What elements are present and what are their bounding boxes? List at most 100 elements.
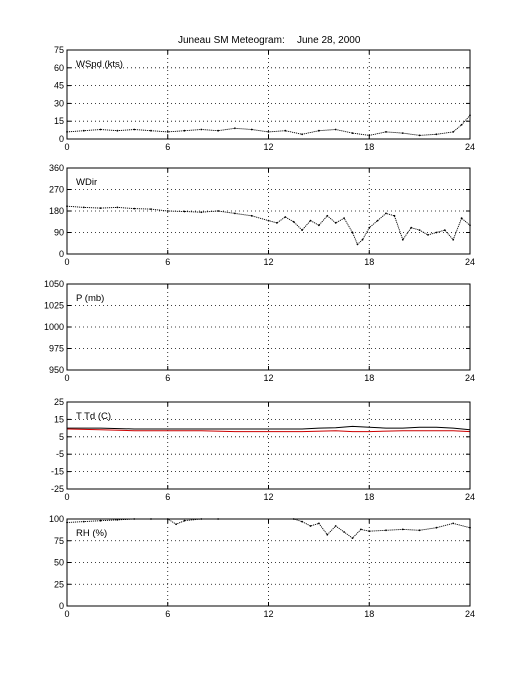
data-point-wspd [284,129,287,132]
y-tick-label: 270 [49,185,64,195]
x-tick-label: 0 [64,257,69,267]
data-point-rh [418,529,421,532]
x-tick-label: 18 [364,142,374,152]
x-tick-label: 12 [263,142,273,152]
data-point-wdir [116,206,119,209]
y-tick-label: 975 [49,344,64,354]
y-tick-label: 180 [49,206,64,216]
data-point-rh [82,520,85,523]
x-tick-label: 12 [263,257,273,267]
y-tick-label: -5 [56,449,64,459]
x-tick-label: 0 [64,609,69,619]
y-tick-label: -25 [51,484,64,494]
figure-title-left: Juneau SM Meteogram: [178,35,285,46]
x-tick-label: 18 [364,492,374,502]
data-point-wspd [200,128,203,131]
data-point-wspd [460,123,463,126]
data-point-wspd [150,129,152,132]
data-point-wspd [435,133,438,136]
data-point-wdir [276,222,278,224]
data-point-wdir [183,210,186,213]
data-point-wdir [376,219,379,222]
y-tick-label: 1050 [44,279,64,289]
x-tick-label: 0 [64,492,69,502]
y-tick-label: 15 [54,116,64,126]
data-point-wdir [267,219,270,222]
x-tick-label: 18 [364,373,374,383]
x-tick-label: 12 [263,373,273,383]
panel-label-pressure: P (mb) [76,293,104,304]
data-point-wdir [234,212,236,215]
data-point-wdir [452,238,455,241]
x-tick-label: 24 [465,492,475,502]
data-point-wdir [343,217,345,220]
data-point-wdir [435,231,438,234]
panel-label-rh: RH (%) [76,528,107,539]
data-point-wdir [401,238,404,241]
data-point-rh [301,520,303,523]
y-tick-label: 30 [54,98,64,108]
x-tick-label: 24 [465,373,475,383]
series-trace-wspd-0 [66,115,471,136]
panel-pressure: 950 975 1000 1025 1050 0 6 12 18 24 P (mb) [44,279,475,383]
data-point-wdir [334,222,337,224]
data-point-rh [99,519,102,522]
panel-label-wdir: WDir [76,177,97,188]
data-point-rh [343,531,345,533]
data-point-wdir [460,217,463,220]
x-tick-label: 0 [64,142,69,152]
y-tick-label: 45 [54,81,64,91]
x-tick-label: 6 [165,257,170,267]
data-point-rh [351,537,354,539]
data-point-wspd [267,131,270,133]
y-tick-label: 25 [54,579,64,589]
data-point-rh [309,525,312,527]
panel-wspd: 0 15 30 45 60 75 0 6 12 18 24 WSpd (kts) [54,45,475,152]
x-tick-label: 18 [364,609,374,619]
y-tick-label: 100 [49,514,64,524]
series-line-temp-dewpoint-1 [66,428,471,433]
data-point-wdir [250,214,253,217]
data-point-wdir [427,234,429,236]
data-point-wspd [418,134,421,137]
data-point-wdir [217,210,220,212]
data-point-wdir [418,229,421,232]
y-tick-label: 60 [54,63,64,73]
x-tick-label: 6 [165,492,170,502]
data-point-wdir [318,224,320,227]
data-point-wspd [351,132,354,135]
x-tick-label: 6 [165,609,170,619]
data-point-wdir [301,229,303,232]
y-tick-label: 360 [49,163,64,173]
panel-label-temp-dewpoint: T Td (C) [76,411,111,422]
x-tick-label: 0 [64,373,69,383]
y-tick-label: 1025 [44,301,64,311]
data-point-wspd [250,128,253,131]
x-tick-label: 6 [165,373,170,383]
data-point-wspd [301,133,303,136]
panel-rh: 0 25 50 75 100 0 6 12 18 24 RH (%) [49,514,475,619]
data-point-wdir [292,220,295,223]
y-tick-label: 90 [54,228,64,238]
data-point-rh [385,529,387,532]
data-point-wspd [99,128,102,131]
data-point-rh [326,533,329,536]
data-point-rh [183,519,186,522]
y-tick-label: 75 [54,536,64,546]
x-tick-label: 24 [465,609,475,619]
data-point-wdir [356,243,359,246]
data-point-rh [175,523,178,526]
x-tick-label: 24 [465,257,475,267]
data-point-wdir [309,219,312,222]
data-point-wdir [284,216,287,218]
x-tick-label: 6 [165,142,170,152]
data-point-wspd [217,129,220,132]
y-tick-label: -15 [51,467,64,477]
data-point-wdir [326,214,329,217]
y-tick-label: 75 [54,45,64,55]
data-point-wdir [368,226,371,229]
data-point-rh [452,522,455,525]
y-tick-label: 25 [54,397,64,407]
data-point-wdir [133,207,136,210]
data-point-wdir [385,212,387,215]
